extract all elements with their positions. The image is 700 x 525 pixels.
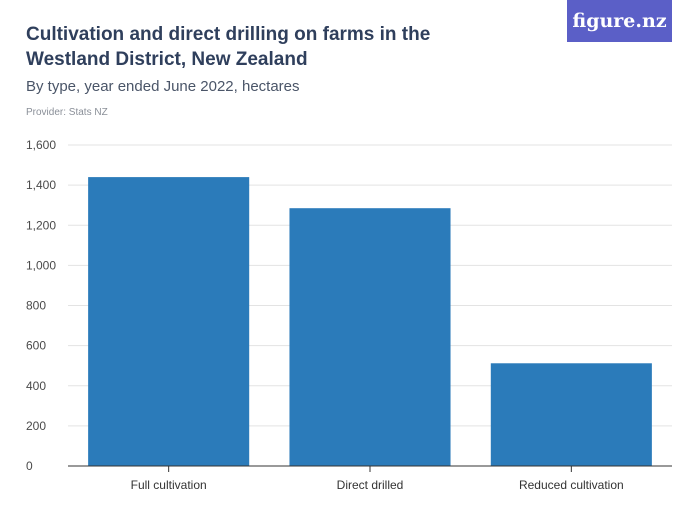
y-tick-label: 800 bbox=[26, 299, 46, 313]
chart-title: Cultivation and direct drilling on farms… bbox=[26, 24, 431, 70]
bar-full-cultivation[interactable] bbox=[88, 177, 250, 466]
x-axis: Full cultivation Direct drilled Reduced cu… bbox=[68, 465, 672, 492]
x-tick-label: Reduced cultivation bbox=[519, 478, 624, 492]
y-tick-label: 1,400 bbox=[26, 178, 56, 192]
x-tick-label: Full cultivation bbox=[131, 478, 207, 492]
figure-nz-logo[interactable]: figure.nz bbox=[567, 0, 672, 42]
bar-reduced-cultivation[interactable] bbox=[490, 363, 652, 466]
y-tick-label: 1,600 bbox=[26, 138, 56, 152]
bars bbox=[88, 177, 652, 466]
y-tick-label: 200 bbox=[26, 419, 46, 433]
x-tick-label: Direct drilled bbox=[337, 478, 404, 492]
y-axis-ticks: 0 200 400 600 800 1,000 1,200 1,400 1,600 bbox=[26, 138, 56, 473]
provider-label: Provider: Stats NZ bbox=[26, 107, 108, 118]
chart-subtitle: By type, year ended June 2022, hectares bbox=[26, 78, 300, 95]
y-tick-label: 1,000 bbox=[26, 258, 56, 272]
y-tick-label: 1,200 bbox=[26, 218, 56, 232]
bar-direct-drilled[interactable] bbox=[289, 208, 451, 466]
y-tick-label: 600 bbox=[26, 339, 46, 353]
y-tick-label: 400 bbox=[26, 379, 46, 393]
y-tick-label: 0 bbox=[26, 459, 33, 473]
